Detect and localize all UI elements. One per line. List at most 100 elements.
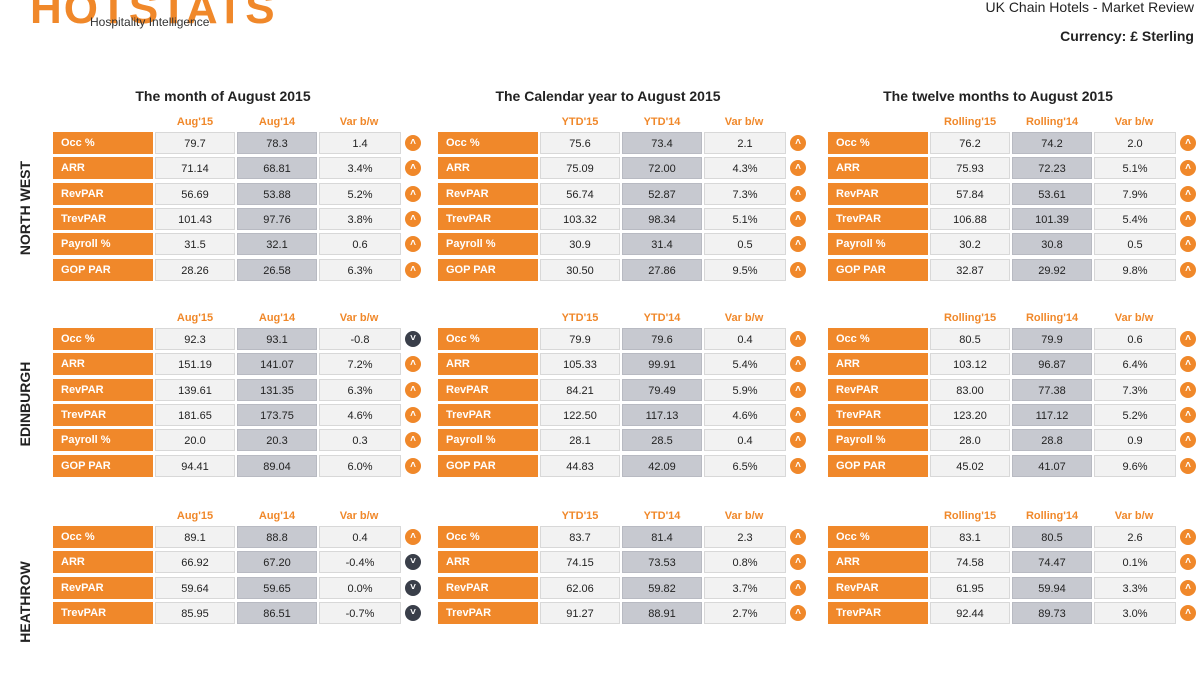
arrow-up-icon: ˄ — [790, 406, 806, 423]
metric-label: Payroll % — [53, 429, 153, 452]
column-header: Aug'15 — [176, 510, 214, 522]
column-header: YTD'15 — [561, 312, 599, 324]
arrow-up-icon: ˄ — [1180, 406, 1196, 423]
column-header: Var b/w — [339, 312, 379, 324]
current-value: 56.74 — [540, 182, 620, 205]
arrow-up-icon: ˄ — [1180, 185, 1196, 202]
prior-value: 89.04 — [237, 454, 317, 477]
variance-value: 3.0% — [1094, 601, 1176, 624]
arrow-up-icon: ˄ — [790, 331, 806, 347]
arrow-up-icon: ˄ — [1180, 135, 1196, 151]
metric-label: Payroll % — [53, 233, 153, 256]
arrow-up-icon: ˄ — [790, 579, 806, 596]
variance-value: 0.0% — [319, 576, 401, 599]
prior-value: 101.39 — [1012, 207, 1092, 230]
variance-value: 5.9% — [704, 378, 786, 401]
current-value: 30.2 — [930, 233, 1010, 256]
arrow-up-icon: ˄ — [405, 529, 421, 545]
prior-value: 42.09 — [622, 454, 702, 477]
prior-value: 32.1 — [237, 233, 317, 256]
arrow-up-icon: ˄ — [790, 261, 806, 278]
current-value: 89.1 — [155, 526, 235, 548]
current-value: 28.0 — [930, 429, 1010, 452]
column-header: Rolling'14 — [1025, 312, 1079, 324]
variance-value: 5.4% — [704, 353, 786, 376]
arrow-up-icon: ˄ — [1180, 554, 1196, 571]
metric-label: GOP PAR — [828, 454, 928, 477]
arrow-up-icon: ˄ — [1180, 381, 1196, 398]
metric-label: RevPAR — [828, 378, 928, 401]
prior-value: 53.61 — [1012, 182, 1092, 205]
prior-value: 141.07 — [237, 353, 317, 376]
current-value: 30.50 — [540, 258, 620, 281]
arrow-up-icon: ˄ — [790, 210, 806, 227]
current-value: 61.95 — [930, 576, 1010, 599]
arrow-up-icon: ˄ — [405, 432, 421, 449]
prior-value: 73.53 — [622, 551, 702, 574]
metric-label: RevPAR — [828, 576, 928, 599]
variance-value: 5.1% — [1094, 157, 1176, 180]
variance-value: 0.8% — [704, 551, 786, 574]
column-header: Aug'15 — [176, 116, 214, 128]
current-value: 80.5 — [930, 328, 1010, 350]
current-value: 28.1 — [540, 429, 620, 452]
variance-value: 6.5% — [704, 454, 786, 477]
current-value: 57.84 — [930, 182, 1010, 205]
variance-value: 2.1 — [704, 132, 786, 154]
variance-value: 3.8% — [319, 207, 401, 230]
prior-value: 29.92 — [1012, 258, 1092, 281]
variance-value: 7.9% — [1094, 182, 1176, 205]
variance-value: 7.3% — [1094, 378, 1176, 401]
column-header: Var b/w — [339, 116, 379, 128]
prior-value: 53.88 — [237, 182, 317, 205]
arrow-up-icon: ˄ — [1180, 529, 1196, 545]
variance-value: 1.4 — [319, 132, 401, 154]
current-value: 181.65 — [155, 403, 235, 426]
prior-value: 79.49 — [622, 378, 702, 401]
variance-value: 0.3 — [319, 429, 401, 452]
metric-label: TrevPAR — [438, 601, 538, 624]
current-value: 103.12 — [930, 353, 1010, 376]
current-value: 31.5 — [155, 233, 235, 256]
metric-label: ARR — [438, 551, 538, 574]
prior-value: 86.51 — [237, 601, 317, 624]
arrow-up-icon: ˄ — [1180, 579, 1196, 596]
column-header: Var b/w — [1114, 116, 1154, 128]
variance-value: 0.6 — [319, 233, 401, 256]
arrow-up-icon: ˄ — [405, 210, 421, 227]
variance-value: 4.6% — [704, 403, 786, 426]
current-value: 44.83 — [540, 454, 620, 477]
prior-value: 31.4 — [622, 233, 702, 256]
variance-value: 2.7% — [704, 601, 786, 624]
current-value: 94.41 — [155, 454, 235, 477]
prior-value: 93.1 — [237, 328, 317, 350]
prior-value: 68.81 — [237, 157, 317, 180]
metric-label: Payroll % — [438, 429, 538, 452]
current-value: 20.0 — [155, 429, 235, 452]
prior-value: 77.38 — [1012, 378, 1092, 401]
prior-value: 81.4 — [622, 526, 702, 548]
metric-label: Occ % — [828, 526, 928, 548]
metric-label: TrevPAR — [53, 207, 153, 230]
current-value: 74.58 — [930, 551, 1010, 574]
brand-logo: HOTSTATS — [30, 0, 277, 33]
metric-label: RevPAR — [53, 576, 153, 599]
current-value: 123.20 — [930, 403, 1010, 426]
prior-value: 59.82 — [622, 576, 702, 599]
region-label: HEATHROW — [17, 561, 33, 643]
prior-value: 73.4 — [622, 132, 702, 154]
current-value: 84.21 — [540, 378, 620, 401]
arrow-up-icon: ˄ — [790, 160, 806, 177]
column-header: Rolling'15 — [943, 116, 997, 128]
report-title: UK Chain Hotels - Market Review — [985, 0, 1194, 15]
prior-value: 79.9 — [1012, 328, 1092, 350]
metric-label: GOP PAR — [53, 258, 153, 281]
variance-value: 2.3 — [704, 526, 786, 548]
current-value: 85.95 — [155, 601, 235, 624]
prior-value: 72.00 — [622, 157, 702, 180]
arrow-up-icon: ˄ — [405, 261, 421, 278]
prior-value: 28.5 — [622, 429, 702, 452]
metric-label: TrevPAR — [53, 403, 153, 426]
variance-value: 6.0% — [319, 454, 401, 477]
arrow-down-icon: ˅ — [405, 331, 421, 347]
